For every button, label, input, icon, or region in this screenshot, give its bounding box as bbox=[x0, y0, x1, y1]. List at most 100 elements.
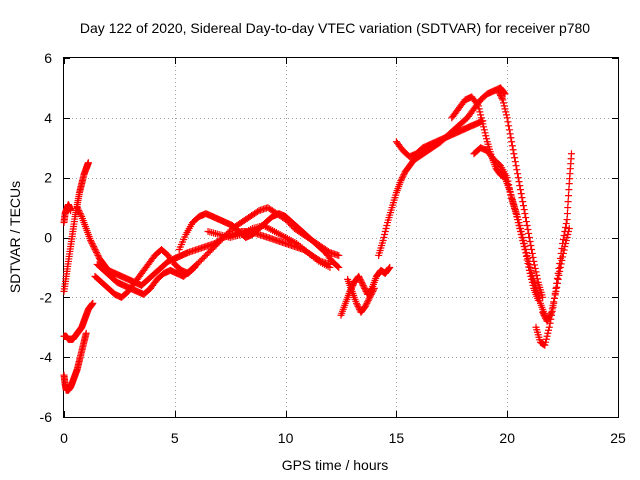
data-point bbox=[361, 302, 369, 310]
data-point bbox=[528, 249, 536, 257]
data-point bbox=[326, 263, 334, 271]
data-point bbox=[88, 239, 96, 247]
data-point bbox=[525, 263, 533, 271]
data-point bbox=[89, 241, 97, 249]
data-point bbox=[563, 210, 571, 218]
data-point bbox=[531, 261, 539, 269]
data-point bbox=[382, 225, 390, 233]
data-point bbox=[518, 234, 526, 241]
data-point bbox=[545, 323, 553, 331]
data-point bbox=[90, 242, 98, 250]
x-tick-label: 10 bbox=[278, 430, 294, 446]
data-point bbox=[360, 283, 368, 291]
data-point bbox=[567, 150, 575, 158]
data-point bbox=[507, 191, 515, 199]
data-point bbox=[203, 250, 211, 258]
data-point bbox=[379, 236, 387, 244]
data-point bbox=[94, 251, 102, 259]
data-point bbox=[364, 296, 372, 304]
data-point bbox=[205, 248, 213, 256]
data-point bbox=[519, 198, 527, 206]
series-track-q bbox=[494, 87, 547, 301]
data-point bbox=[564, 198, 572, 206]
data-point bbox=[73, 204, 81, 212]
data-point bbox=[357, 277, 365, 285]
data-point bbox=[565, 225, 573, 233]
data-point bbox=[381, 228, 389, 236]
data-point bbox=[505, 126, 513, 134]
data-point bbox=[543, 317, 551, 325]
data-point bbox=[199, 254, 207, 262]
data-point bbox=[516, 228, 524, 236]
series-track-m bbox=[375, 84, 509, 259]
data-point bbox=[480, 126, 488, 134]
data-point bbox=[479, 120, 487, 128]
data-point bbox=[399, 172, 407, 180]
x-tick-labels: 0 5 10 15 20 25 bbox=[60, 430, 626, 446]
data-point bbox=[368, 289, 376, 297]
data-point bbox=[353, 299, 361, 307]
data-point bbox=[87, 238, 95, 246]
data-point bbox=[496, 90, 504, 98]
series-track-n bbox=[392, 117, 487, 161]
data-point bbox=[524, 226, 532, 234]
data-point bbox=[362, 301, 370, 309]
data-point bbox=[564, 204, 572, 212]
data-point bbox=[503, 174, 511, 182]
data-point bbox=[494, 87, 502, 95]
data-point bbox=[363, 299, 371, 307]
data-point bbox=[559, 253, 567, 261]
data-point bbox=[197, 256, 205, 264]
data-point bbox=[90, 244, 98, 252]
data-point bbox=[545, 326, 553, 334]
data-point bbox=[502, 108, 510, 116]
data-point bbox=[521, 210, 529, 218]
data-point bbox=[481, 129, 489, 137]
data-point bbox=[93, 248, 101, 256]
data-point bbox=[553, 279, 561, 287]
series-track-g bbox=[93, 260, 201, 298]
data-point bbox=[89, 299, 97, 307]
data-point bbox=[517, 190, 525, 198]
data-point bbox=[365, 295, 373, 303]
data-point bbox=[549, 301, 557, 309]
data-point bbox=[500, 99, 508, 107]
data-point bbox=[353, 301, 361, 309]
data-point bbox=[544, 329, 552, 337]
y-axis-label: SDTVAR / TECUs bbox=[7, 181, 23, 293]
data-point bbox=[513, 166, 521, 174]
series-track-d bbox=[60, 329, 90, 394]
y-tick-label: -2 bbox=[40, 289, 53, 305]
series-track-r bbox=[532, 150, 575, 349]
data-point bbox=[359, 281, 367, 289]
data-point bbox=[82, 329, 90, 337]
data-point bbox=[527, 241, 535, 249]
data-point bbox=[516, 182, 524, 190]
data-point bbox=[523, 222, 531, 230]
data-point bbox=[202, 251, 210, 259]
data-point bbox=[545, 313, 553, 321]
data-point bbox=[551, 291, 559, 299]
data-point bbox=[522, 218, 530, 226]
data-point bbox=[539, 293, 547, 301]
x-tick-label: 5 bbox=[171, 430, 179, 446]
data-point bbox=[283, 217, 291, 225]
data-point bbox=[530, 257, 538, 265]
data-point bbox=[555, 271, 563, 279]
data-point bbox=[557, 260, 565, 268]
data-point bbox=[555, 264, 563, 272]
data-point bbox=[526, 237, 534, 245]
data-point bbox=[499, 96, 507, 104]
data-point bbox=[366, 293, 374, 301]
x-tick-label: 20 bbox=[499, 430, 515, 446]
data-point bbox=[523, 256, 531, 264]
data-point bbox=[476, 108, 484, 116]
data-point bbox=[385, 264, 393, 272]
data-point bbox=[514, 174, 522, 182]
data-point bbox=[361, 284, 369, 292]
data-point bbox=[516, 225, 524, 233]
data-point bbox=[474, 102, 482, 110]
data-point bbox=[364, 298, 372, 306]
series-track-c bbox=[60, 299, 97, 343]
